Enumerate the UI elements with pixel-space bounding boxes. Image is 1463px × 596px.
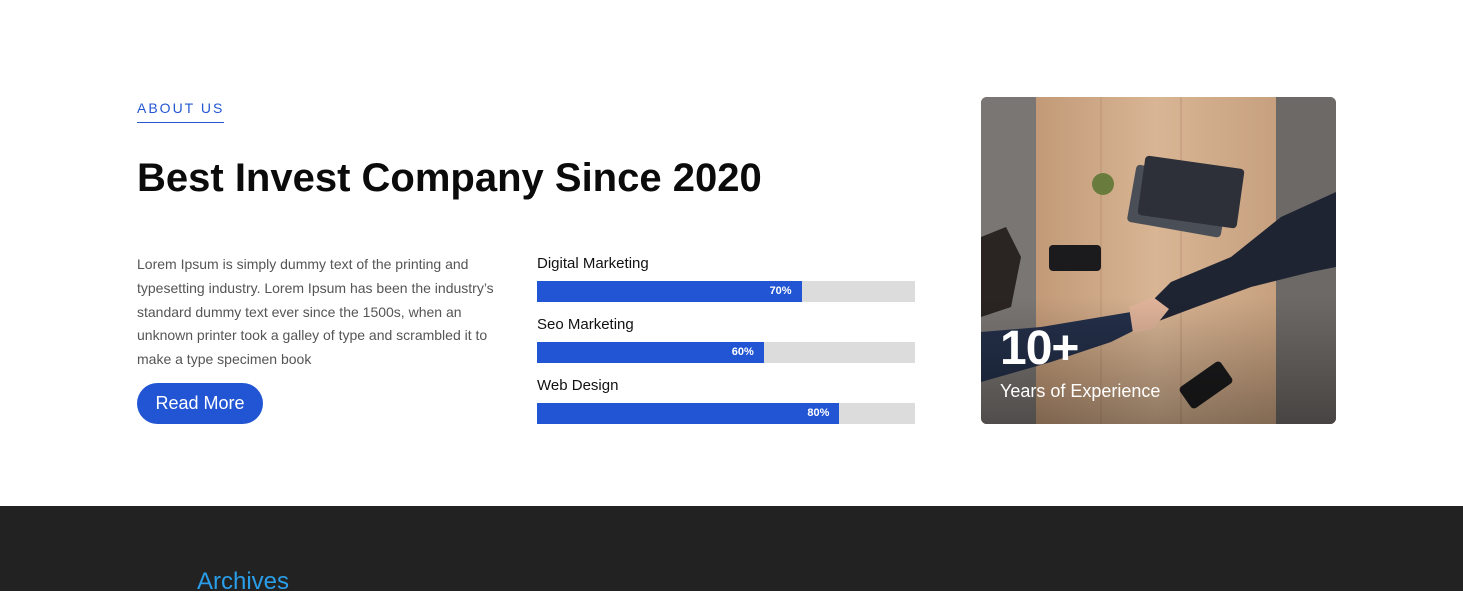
footer: Archives bbox=[0, 506, 1463, 595]
skill-progress-track: 70% bbox=[537, 281, 915, 302]
skill-item: Digital Marketing 70% bbox=[537, 255, 915, 316]
skill-name: Web Design bbox=[537, 377, 619, 394]
handshake-photo-icon bbox=[981, 97, 1336, 424]
skill-percent: 70% bbox=[769, 285, 792, 297]
section-eyebrow: ABOUT US bbox=[137, 100, 225, 123]
about-description: Lorem Ipsum is simply dummy text of the … bbox=[137, 256, 494, 368]
skills-list: Digital Marketing 70% Seo Marketing 60% … bbox=[537, 255, 915, 438]
skill-percent: 60% bbox=[731, 346, 754, 358]
skill-percent: 80% bbox=[807, 407, 830, 419]
experience-number: 10+ bbox=[1000, 322, 1079, 375]
experience-card: 10+ Years of Experience bbox=[981, 97, 1336, 424]
skill-progress-track: 80% bbox=[537, 403, 915, 424]
experience-label: Years of Experience bbox=[1000, 381, 1161, 401]
skill-progress-track: 60% bbox=[537, 342, 915, 363]
skill-item: Seo Marketing 60% bbox=[537, 316, 915, 377]
skill-name: Seo Marketing bbox=[537, 316, 634, 333]
page-title: Best Invest Company Since 2020 bbox=[137, 156, 762, 200]
skill-name: Digital Marketing bbox=[537, 255, 649, 272]
skill-progress-fill: 60% bbox=[537, 342, 764, 363]
archives-heading: Archives bbox=[197, 568, 290, 595]
about-section: ABOUT US Best Invest Company Since 2020 … bbox=[137, 97, 1336, 438]
read-more-button[interactable]: Read More bbox=[137, 383, 263, 424]
skill-item: Web Design 80% bbox=[537, 377, 915, 438]
skill-progress-fill: 70% bbox=[537, 281, 802, 302]
skill-progress-fill: 80% bbox=[537, 403, 840, 424]
